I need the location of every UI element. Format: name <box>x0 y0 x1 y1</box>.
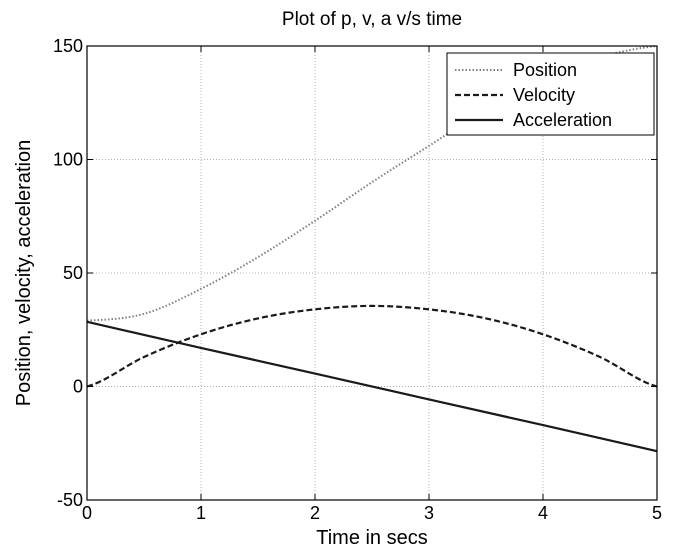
y-tick-label: 50 <box>63 263 83 283</box>
x-tick-label: 4 <box>538 503 548 523</box>
legend-box <box>446 52 655 136</box>
y-tick-label: 0 <box>73 377 83 397</box>
x-tick-label: 5 <box>652 503 662 523</box>
legend-label-position: Position <box>513 60 577 80</box>
series-lines <box>86 45 658 453</box>
series-line-position <box>86 45 658 322</box>
series-line-acceleration <box>86 320 658 453</box>
legend: Position Velocity Acceleration <box>446 52 655 136</box>
legend-label-acceleration: Acceleration <box>513 110 612 130</box>
legend-label-velocity: Velocity <box>513 85 575 105</box>
y-tick-label: -50 <box>57 490 83 510</box>
series-line-velocity <box>86 304 658 388</box>
x-tick-label: 0 <box>82 503 92 523</box>
x-tick-label: 2 <box>310 503 320 523</box>
legend-items: Position Velocity Acceleration <box>455 60 612 130</box>
x-tick-label: 3 <box>424 503 434 523</box>
x-axis-label: Time in secs <box>316 527 428 549</box>
y-tick-label: 150 <box>53 36 83 56</box>
y-tick-label: 100 <box>53 150 83 170</box>
y-axis-label: Position, velocity, acceleration <box>13 140 35 406</box>
x-tick-label: 1 <box>196 503 206 523</box>
chart-title: Plot of p, v, a v/s time <box>282 9 462 30</box>
